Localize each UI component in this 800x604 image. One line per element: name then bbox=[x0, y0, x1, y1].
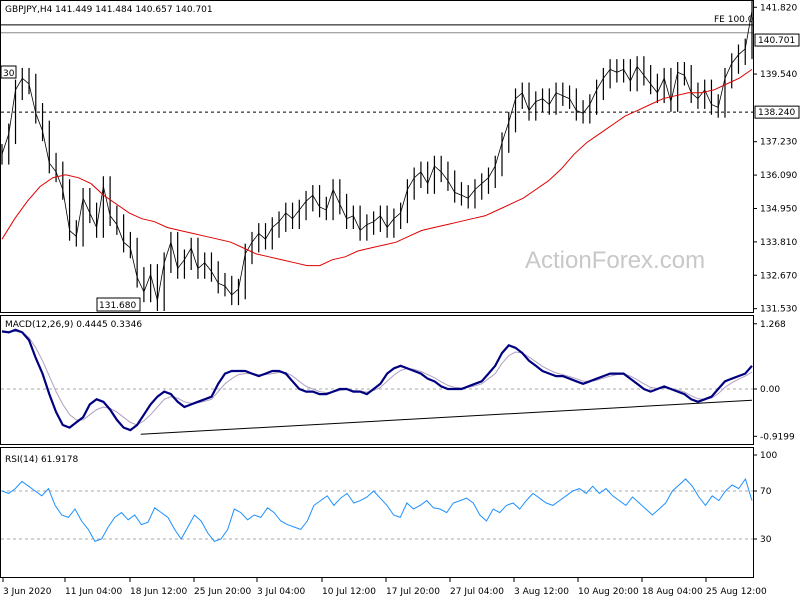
rsi-panel: 100 70 30 bbox=[1, 451, 777, 545]
macd-trendline bbox=[140, 399, 753, 435]
x-tick-label: 18 Aug 04:00 bbox=[642, 587, 703, 597]
x-tick-label: 18 Jun 12:00 bbox=[130, 587, 187, 597]
low-label-box bbox=[96, 297, 141, 312]
rsi-line bbox=[1, 477, 753, 543]
fe-label: FE 100.0 bbox=[714, 15, 754, 25]
x-tick-label: 27 Jul 04:00 bbox=[450, 587, 504, 597]
price-panel-frame bbox=[0, 0, 754, 313]
high-label: 30 bbox=[3, 69, 15, 79]
x-tick-label: 3 Aug 12:00 bbox=[514, 587, 569, 597]
moving-average-line bbox=[1, 68, 753, 267]
price-y-tick-label: 141.820 bbox=[760, 3, 797, 13]
price-y-tick-label: 131.530 bbox=[760, 305, 797, 315]
price-y-tick-label: 134.950 bbox=[760, 204, 797, 214]
x-tick-label: 10 Aug 20:00 bbox=[578, 587, 639, 597]
x-tick-label: 17 Jul 20:00 bbox=[386, 587, 440, 597]
price-y-tick-label: 137.230 bbox=[760, 138, 797, 148]
macd-panel: 1.268 0.00 -0.9199 bbox=[1, 320, 795, 442]
watermark: ActionForex.com bbox=[525, 247, 705, 274]
price-y-tick-label: 132.670 bbox=[760, 271, 797, 281]
x-tick-label: 10 Jul 12:00 bbox=[322, 587, 376, 597]
macd-signal-line bbox=[1, 330, 753, 426]
rsi-label: RSI(14) 61.9178 bbox=[5, 455, 78, 465]
rsi-y-tick-label: 100 bbox=[760, 451, 777, 461]
price-y-tick-label: 139.540 bbox=[760, 70, 797, 80]
x-tick-label: 25 Jun 20:00 bbox=[194, 587, 251, 597]
rsi-panel-frame bbox=[0, 447, 754, 578]
macd-y-tick-label: 0.00 bbox=[760, 385, 780, 395]
high-label-box bbox=[0, 65, 17, 79]
macd-line bbox=[1, 328, 753, 432]
current-price-label-box bbox=[754, 33, 800, 47]
price-panel: 141.820 139.540 137.230 136.090 134.950 133.8… bbox=[0, 0, 800, 315]
x-tick-label: 25 Aug 12:00 bbox=[706, 587, 767, 597]
rsi-y-tick-label: 30 bbox=[760, 535, 772, 545]
macd-label: MACD(12,26,9) 0.4445 0.3346 bbox=[5, 320, 142, 330]
macd-panel-frame bbox=[0, 315, 754, 445]
macd-y-tick-label: -0.9199 bbox=[760, 432, 795, 442]
low-label: 131.680 bbox=[99, 301, 136, 311]
symbol-header: GBPJPY,H4 141.449 141.484 140.657 140.70… bbox=[5, 5, 213, 15]
support-label: 138.240 bbox=[758, 108, 795, 118]
price-y-tick-label: 133.810 bbox=[760, 238, 797, 248]
x-axis: 3 Jun 2020 11 Jun 04:00 18 Jun 12:00 25 Jun… bbox=[2, 578, 767, 597]
macd-y-tick-label: 1.268 bbox=[760, 320, 786, 330]
current-price-label: 140.701 bbox=[758, 36, 795, 46]
price-line bbox=[1, 10, 753, 301]
x-tick-label: 3 Jul 04:00 bbox=[257, 587, 306, 597]
price-y-tick-label: 136.090 bbox=[760, 171, 797, 181]
rsi-y-tick-label: 70 bbox=[760, 487, 772, 497]
support-label-box bbox=[754, 105, 800, 119]
x-tick-label: 11 Jun 04:00 bbox=[65, 587, 122, 597]
x-tick-label: 3 Jun 2020 bbox=[3, 587, 52, 597]
